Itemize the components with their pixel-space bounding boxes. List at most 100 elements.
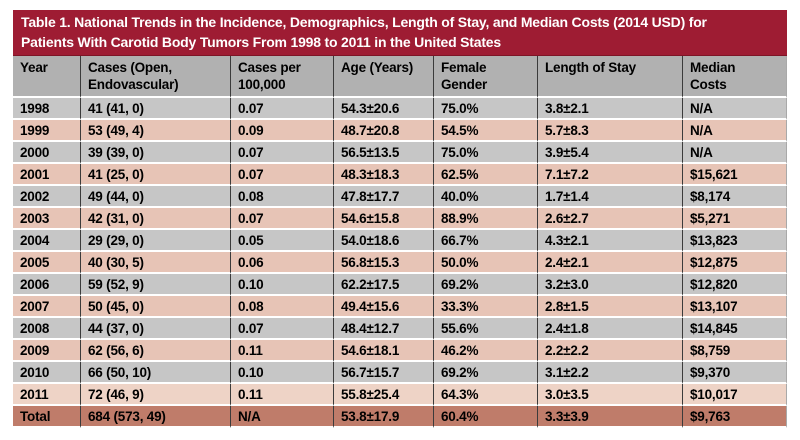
table-row: 2001 41 (25, 0) 0.07 48.3±18.3 62.5% 7.1±7.2 $… bbox=[13, 164, 787, 186]
table-cell: 2001 bbox=[13, 164, 80, 186]
table-cell: 2002 bbox=[13, 186, 80, 208]
table-row: 2010 66 (50, 10) 0.10 56.7±15.7 69.2% 3.1±2.2… bbox=[13, 362, 787, 384]
table-row: 1999 53 (49, 4) 0.09 48.7±20.8 54.5% 5.7±8.3 N… bbox=[13, 120, 787, 142]
column-header: Length of Stay bbox=[537, 56, 682, 98]
table-cell: 60.4% bbox=[433, 406, 537, 428]
table-cell: 2007 bbox=[13, 296, 80, 318]
table-cell: 29 (29, 0) bbox=[80, 230, 230, 252]
table-cell: 69.2% bbox=[433, 362, 537, 384]
table-header-row: Year Cases (Open, Endovascular) Cases per … bbox=[13, 56, 787, 98]
table-cell: 75.0% bbox=[433, 98, 537, 120]
table-cell: 7.1±7.2 bbox=[537, 164, 682, 186]
table-cell: 62.5% bbox=[433, 164, 537, 186]
table-cell: 2005 bbox=[13, 252, 80, 274]
table-cell: 0.09 bbox=[230, 120, 333, 142]
table-cell: 2009 bbox=[13, 340, 80, 362]
table-cell: N/A bbox=[230, 406, 333, 428]
table-cell: 54.6±18.1 bbox=[333, 340, 433, 362]
table-cell: 0.10 bbox=[230, 362, 333, 384]
column-header: Cases per 100,000 bbox=[230, 56, 333, 98]
table-cell: 2011 bbox=[13, 384, 80, 406]
table-cell: 46.2% bbox=[433, 340, 537, 362]
table-cell: N/A bbox=[682, 142, 787, 164]
table-cell: 2.6±2.7 bbox=[537, 208, 682, 230]
table-cell: 54.3±20.6 bbox=[333, 98, 433, 120]
table-cell: 64.3% bbox=[433, 384, 537, 406]
table-cell: 53.8±17.9 bbox=[333, 406, 433, 428]
table-figure: Table 1. National Trends in the Incidenc… bbox=[13, 10, 787, 428]
table-cell: 88.9% bbox=[433, 208, 537, 230]
table-cell: 33.3% bbox=[433, 296, 537, 318]
table-cell: 49.4±15.6 bbox=[333, 296, 433, 318]
table-cell: 5.7±8.3 bbox=[537, 120, 682, 142]
table-row: 2011 72 (46, 9) 0.11 55.8±25.4 64.3% 3.0±3.5 $… bbox=[13, 384, 787, 406]
table-cell: 47.8±17.7 bbox=[333, 186, 433, 208]
table-cell: 0.07 bbox=[230, 318, 333, 340]
table-cell: $10,017 bbox=[682, 384, 787, 406]
table-cell: $8,174 bbox=[682, 186, 787, 208]
table-cell: 55.8±25.4 bbox=[333, 384, 433, 406]
table-cell: 0.11 bbox=[230, 384, 333, 406]
table-body: 1998 41 (41, 0) 0.07 54.3±20.6 75.0% 3.8±2.1 N… bbox=[13, 98, 787, 428]
table-cell: 3.3±3.9 bbox=[537, 406, 682, 428]
table-cell: 2.2±2.2 bbox=[537, 340, 682, 362]
table-cell: 69.2% bbox=[433, 274, 537, 296]
column-header: Age (Years) bbox=[333, 56, 433, 98]
table-cell: 0.07 bbox=[230, 164, 333, 186]
table-cell: 3.0±3.5 bbox=[537, 384, 682, 406]
table-cell: 0.07 bbox=[230, 208, 333, 230]
column-header: Female Gender bbox=[433, 56, 537, 98]
table-cell: 62 (56, 6) bbox=[80, 340, 230, 362]
table-header: Year Cases (Open, Endovascular) Cases per … bbox=[13, 56, 787, 98]
table-cell: $9,763 bbox=[682, 406, 787, 428]
data-table: Year Cases (Open, Endovascular) Cases per … bbox=[13, 56, 787, 428]
table-cell: 2.4±1.8 bbox=[537, 318, 682, 340]
table-cell: 0.10 bbox=[230, 274, 333, 296]
table-row: 2002 49 (44, 0) 0.08 47.8±17.7 40.0% 1.7±1.4 $… bbox=[13, 186, 787, 208]
table-cell: N/A bbox=[682, 98, 787, 120]
table-cell: 2008 bbox=[13, 318, 80, 340]
table-cell: 1998 bbox=[13, 98, 80, 120]
table-cell: 41 (25, 0) bbox=[80, 164, 230, 186]
table-cell: 2000 bbox=[13, 142, 80, 164]
table-cell: 1.7±1.4 bbox=[537, 186, 682, 208]
table-cell: $8,759 bbox=[682, 340, 787, 362]
table-row: 2000 39 (39, 0) 0.07 56.5±13.5 75.0% 3.9±5.4 N… bbox=[13, 142, 787, 164]
table-cell: Total bbox=[13, 406, 80, 428]
table-row: 1998 41 (41, 0) 0.07 54.3±20.6 75.0% 3.8±2.1 N… bbox=[13, 98, 787, 120]
table-cell: 2004 bbox=[13, 230, 80, 252]
table-cell: 42 (31, 0) bbox=[80, 208, 230, 230]
table-row: 2007 50 (45, 0) 0.08 49.4±15.6 33.3% 2.8±1.5 $… bbox=[13, 296, 787, 318]
table-cell: 0.07 bbox=[230, 142, 333, 164]
table-cell: 3.2±3.0 bbox=[537, 274, 682, 296]
table-cell: 1999 bbox=[13, 120, 80, 142]
table-title: Table 1. National Trends in the Incidenc… bbox=[13, 10, 787, 56]
table-cell: 48.7±20.8 bbox=[333, 120, 433, 142]
table-row: 2004 29 (29, 0) 0.05 54.0±18.6 66.7% 4.3±2.1 $… bbox=[13, 230, 787, 252]
table-cell: 2003 bbox=[13, 208, 80, 230]
table-row: 2006 59 (52, 9) 0.10 62.2±17.5 69.2% 3.2±3.0 $… bbox=[13, 274, 787, 296]
table-cell: $15,621 bbox=[682, 164, 787, 186]
table-cell: 66.7% bbox=[433, 230, 537, 252]
table-cell: 56.7±15.7 bbox=[333, 362, 433, 384]
table-row: 2003 42 (31, 0) 0.07 54.6±15.8 88.9% 2.6±2.7 $… bbox=[13, 208, 787, 230]
table-cell: 0.06 bbox=[230, 252, 333, 274]
table-cell: 40.0% bbox=[433, 186, 537, 208]
table-cell: 2.4±2.1 bbox=[537, 252, 682, 274]
table-cell: 53 (49, 4) bbox=[80, 120, 230, 142]
table-cell: 66 (50, 10) bbox=[80, 362, 230, 384]
table-cell: $13,823 bbox=[682, 230, 787, 252]
table-cell: 3.8±2.1 bbox=[537, 98, 682, 120]
table-cell: N/A bbox=[682, 120, 787, 142]
table-cell: 2.8±1.5 bbox=[537, 296, 682, 318]
table-cell: 49 (44, 0) bbox=[80, 186, 230, 208]
table-cell: 2010 bbox=[13, 362, 80, 384]
table-cell: 0.08 bbox=[230, 296, 333, 318]
table-cell: 56.8±15.3 bbox=[333, 252, 433, 274]
table-row: 2009 62 (56, 6) 0.11 54.6±18.1 46.2% 2.2±2.2 $… bbox=[13, 340, 787, 362]
table-cell: $5,271 bbox=[682, 208, 787, 230]
table-cell: $9,370 bbox=[682, 362, 787, 384]
table-cell: 54.0±18.6 bbox=[333, 230, 433, 252]
column-header: Cases (Open, Endovascular) bbox=[80, 56, 230, 98]
table-row: 2008 44 (37, 0) 0.07 48.4±12.7 55.6% 2.4±1.8 $… bbox=[13, 318, 787, 340]
